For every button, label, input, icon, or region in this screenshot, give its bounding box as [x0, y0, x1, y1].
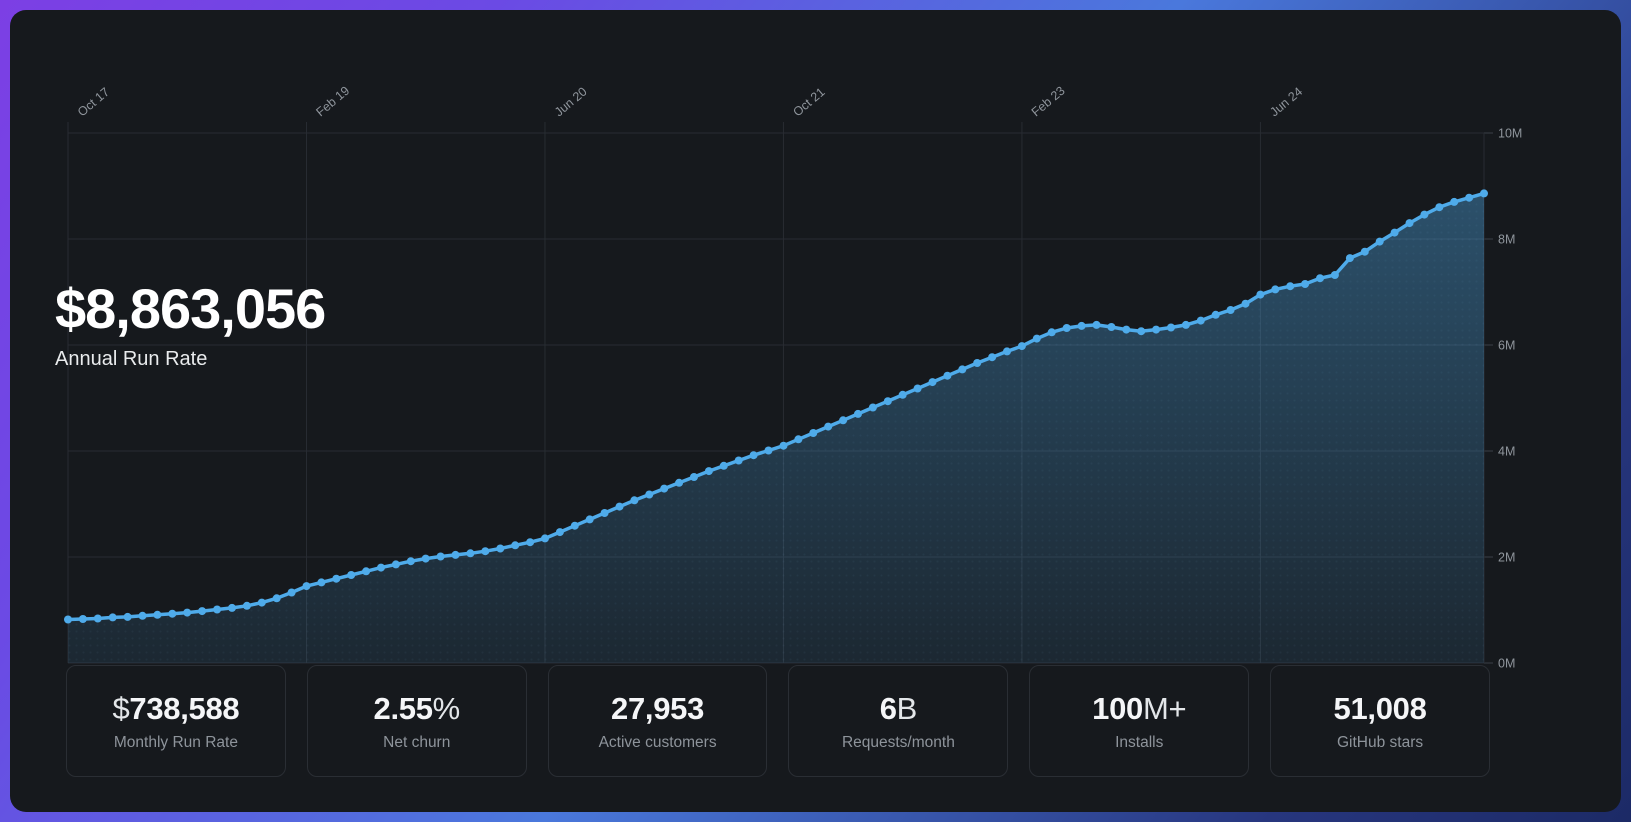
- stat-label: Requests/month: [841, 733, 955, 751]
- arr-headline-value: $8,863,056: [55, 277, 326, 340]
- stat-value-suffix: %: [432, 690, 461, 726]
- stat-label: Monthly Run Rate: [113, 733, 238, 751]
- stat-value: 100M+: [1092, 691, 1186, 727]
- dashboard-card: Oct 17 Feb 19 Jun 20 Oct 21 Feb 23 Jun 24 0M 2M…: [10, 10, 1621, 812]
- stat-card-requests-month: 6B Requests/month: [788, 665, 1009, 777]
- arr-area-texture: [68, 193, 1484, 663]
- stat-label: Installs: [1115, 733, 1164, 751]
- stat-value: 27,953: [611, 691, 704, 727]
- stat-value: $738,588: [112, 691, 239, 727]
- arr-headline: $8,863,056 Annual Run Rate: [55, 277, 326, 371]
- stat-value-main: 51,008: [1333, 690, 1427, 726]
- stat-value: 51,008: [1334, 691, 1427, 727]
- stat-card-installs: 100M+ Installs: [1029, 665, 1250, 777]
- stat-value-main: 2.55: [373, 690, 433, 726]
- stat-label: GitHub stars: [1336, 733, 1424, 751]
- stat-value-main: 738,588: [129, 690, 240, 726]
- stats-row: $738,588 Monthly Run Rate 2.55% Net chur…: [66, 665, 1490, 777]
- x-axis-tick-label: Jun 24: [1267, 84, 1305, 119]
- stat-value: 6B: [879, 690, 918, 727]
- y-axis-labels: 0M 2M 4M 6M 8M 10M: [1498, 127, 1522, 671]
- x-axis-tick-label: Feb 19: [313, 84, 352, 120]
- arr-data-points: [64, 189, 1488, 624]
- x-axis-tick-label: Jun 20: [552, 84, 590, 119]
- y-axis-tick-label: 8M: [1498, 233, 1515, 247]
- stat-value-main: 27,953: [611, 690, 705, 726]
- stat-value-suffix: M+: [1142, 690, 1187, 726]
- y-axis-tick-label: 6M: [1498, 339, 1515, 353]
- x-axis-labels: Oct 17 Feb 19 Jun 20 Oct 21 Feb 23 Jun 24: [75, 84, 1305, 120]
- stat-card-net-churn: 2.55% Net churn: [306, 665, 527, 777]
- stat-card-active-customers: 27,953 Active customers: [547, 665, 768, 777]
- stat-card-monthly-run-rate: $738,588 Monthly Run Rate: [66, 665, 286, 777]
- stat-value-main: 6: [879, 690, 897, 726]
- arr-chart-svg: Oct 17 Feb 19 Jun 20 Oct 21 Feb 23 Jun 24 0M 2M…: [64, 84, 1522, 671]
- stat-label: Active customers: [598, 733, 717, 751]
- arr-headline-label: Annual Run Rate: [55, 347, 208, 370]
- y-axis-tick-label: 2M: [1498, 551, 1515, 565]
- x-axis-tick-label: Oct 21: [790, 85, 827, 119]
- y-axis-tick-label: 4M: [1498, 445, 1515, 459]
- stat-value-main: 100: [1092, 690, 1143, 726]
- y-axis-tick-label: 0M: [1498, 657, 1515, 671]
- stat-card-github-stars: 51,008 GitHub stars: [1270, 665, 1490, 777]
- x-axis-tick-label: Oct 17: [75, 85, 112, 119]
- stat-label: Net churn: [383, 733, 451, 751]
- arr-chart: Oct 17 Feb 19 Jun 20 Oct 21 Feb 23 Jun 24 0M 2M…: [64, 84, 1558, 671]
- x-axis-tick-label: Feb 23: [1029, 84, 1068, 120]
- stat-value: 2.55%: [373, 690, 461, 727]
- y-axis-tick-label: 10M: [1498, 127, 1522, 141]
- stat-value-suffix: B: [896, 690, 918, 726]
- stat-value-prefix: $: [112, 690, 130, 726]
